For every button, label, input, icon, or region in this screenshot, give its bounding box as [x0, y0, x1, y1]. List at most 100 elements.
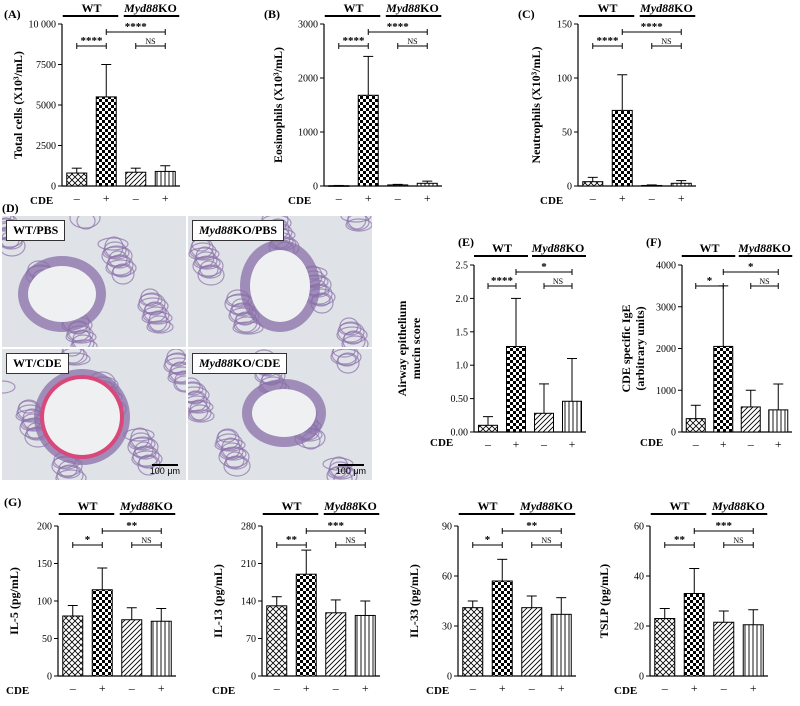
bar	[66, 172, 88, 187]
y-tick-label: 3000	[298, 20, 318, 31]
alveolus	[197, 264, 225, 286]
chart-f: 0 1000 2000 3000 4000 CDE specific IgE (arbitr…	[619, 235, 793, 451]
group-label-ko: Myd88KO	[323, 499, 377, 513]
scale-bar	[152, 464, 178, 466]
bar	[713, 345, 734, 433]
alveolus	[188, 391, 205, 405]
chart-c: 0 50 100 150 Neutrophils (X10³/mL) – + – + CDE WT M…	[518, 1, 696, 207]
group-label-ko: Myd88KO	[123, 1, 177, 15]
bar	[611, 109, 633, 187]
alveolus	[345, 218, 372, 232]
bar	[491, 580, 513, 677]
cde-sign: +	[678, 191, 685, 205]
sig-label: ****	[387, 21, 410, 33]
alveolus	[188, 386, 210, 404]
alveolus	[2, 380, 16, 394]
bar	[768, 409, 789, 433]
alveolus	[55, 469, 87, 480]
bar	[62, 615, 84, 677]
bar	[387, 184, 409, 187]
cde-sign: +	[619, 191, 626, 205]
cde-sign: –	[394, 191, 402, 205]
sig-label: *	[85, 534, 91, 546]
panel-label: (F)	[646, 235, 661, 249]
cde-sign: +	[775, 437, 782, 451]
bar	[582, 181, 604, 187]
y-axis-label: Eosinophils (X10³/mL)	[271, 47, 285, 163]
sig-label: ****	[125, 21, 148, 33]
sig-label: ****	[491, 275, 514, 287]
group-label-ko: Myd88KO	[711, 499, 765, 513]
alveolus	[326, 465, 358, 480]
histology-label: Myd88KO/CDE	[192, 353, 288, 374]
panel-label: (C)	[518, 7, 535, 21]
y-axis-label: mucin score	[409, 317, 423, 379]
cde-sign: –	[332, 681, 340, 695]
y-tick-label: 60	[442, 572, 452, 583]
bar	[266, 605, 288, 677]
alveolus	[173, 375, 186, 393]
cde-sign: +	[499, 681, 506, 695]
cde-sign: +	[158, 681, 165, 695]
y-tick-label: 4000	[656, 261, 676, 272]
alveolus	[131, 450, 163, 468]
group-label-ko: Myd88KO	[519, 499, 573, 513]
group-label-ko: Myd88KO	[385, 1, 439, 15]
alveolus	[218, 446, 250, 468]
group-label-ko: Myd88KO	[531, 241, 585, 255]
scale-bar	[338, 464, 364, 466]
alveolus	[70, 339, 98, 347]
group-label-wt: WT	[669, 499, 689, 513]
bar	[325, 612, 347, 677]
group-label-wt: WT	[77, 499, 97, 513]
cde-label: CDE	[30, 195, 53, 207]
group-label-wt: WT	[281, 499, 301, 513]
y-axis-label: Total cells (X10³/mL)	[11, 51, 25, 159]
alveolus	[188, 377, 201, 395]
cde-sign: –	[73, 191, 81, 205]
bar	[416, 182, 438, 187]
bar	[154, 170, 176, 187]
histology-ko-pbs: Myd88KO/PBS	[188, 216, 372, 347]
bar	[354, 614, 376, 677]
sig-label: **	[526, 520, 538, 532]
y-tick-label: 30	[442, 622, 452, 633]
panel-label: (G)	[4, 495, 21, 509]
bar	[685, 418, 706, 433]
chart-g2: 0 70 140 210 280 IL-13 (pg/mL) – + – + CDE WT Myd88K…	[211, 499, 380, 697]
alveolus	[146, 320, 174, 334]
cde-sign: –	[469, 681, 477, 695]
y-tick-label: 60	[634, 522, 644, 533]
histology-label: Myd88KO/PBS	[192, 220, 285, 241]
bar	[478, 424, 498, 433]
histology-ko-cde: Myd88KO/CDE 100 μm	[188, 349, 372, 480]
cde-sign: +	[569, 437, 576, 451]
y-tick-label: 1.0	[456, 361, 469, 372]
bar	[713, 621, 735, 677]
group-label-wt: WT	[477, 499, 497, 513]
sig-label: *	[707, 275, 713, 287]
cde-sign: +	[720, 437, 727, 451]
y-tick-label: 1000	[656, 386, 676, 397]
tissue-image	[2, 216, 186, 347]
sig-label: NS	[145, 37, 155, 46]
chart-e: 0.00 0.50 1.0 1.5 2.0 2.5 Airway epithelium muc…	[395, 235, 586, 451]
y-tick-label: 3000	[656, 302, 676, 313]
y-axis-label: TSLP (pg/mL)	[597, 564, 611, 638]
y-tick-label: 20	[634, 622, 644, 633]
sig-label: NS	[733, 536, 743, 545]
y-tick-label: 5000	[36, 101, 56, 112]
y-axis-label: (arbitrary units)	[633, 306, 647, 390]
y-tick-label: 2000	[656, 344, 676, 355]
alveolus	[330, 349, 362, 366]
cde-sign: –	[747, 437, 755, 451]
cde-sign: +	[99, 681, 106, 695]
chart-g1: 0 50 100 150 200 IL-5 (pg/mL) – + – + CDE WT Myd88KO…	[4, 495, 176, 697]
group-label-wt: WT	[699, 241, 719, 255]
sig-label: *	[485, 534, 491, 546]
scale-label: 100 μm	[149, 466, 180, 476]
cde-sign: +	[303, 681, 310, 695]
sig-label: NS	[661, 37, 671, 46]
alveolus	[141, 311, 173, 325]
y-tick-label: 2500	[36, 141, 56, 152]
